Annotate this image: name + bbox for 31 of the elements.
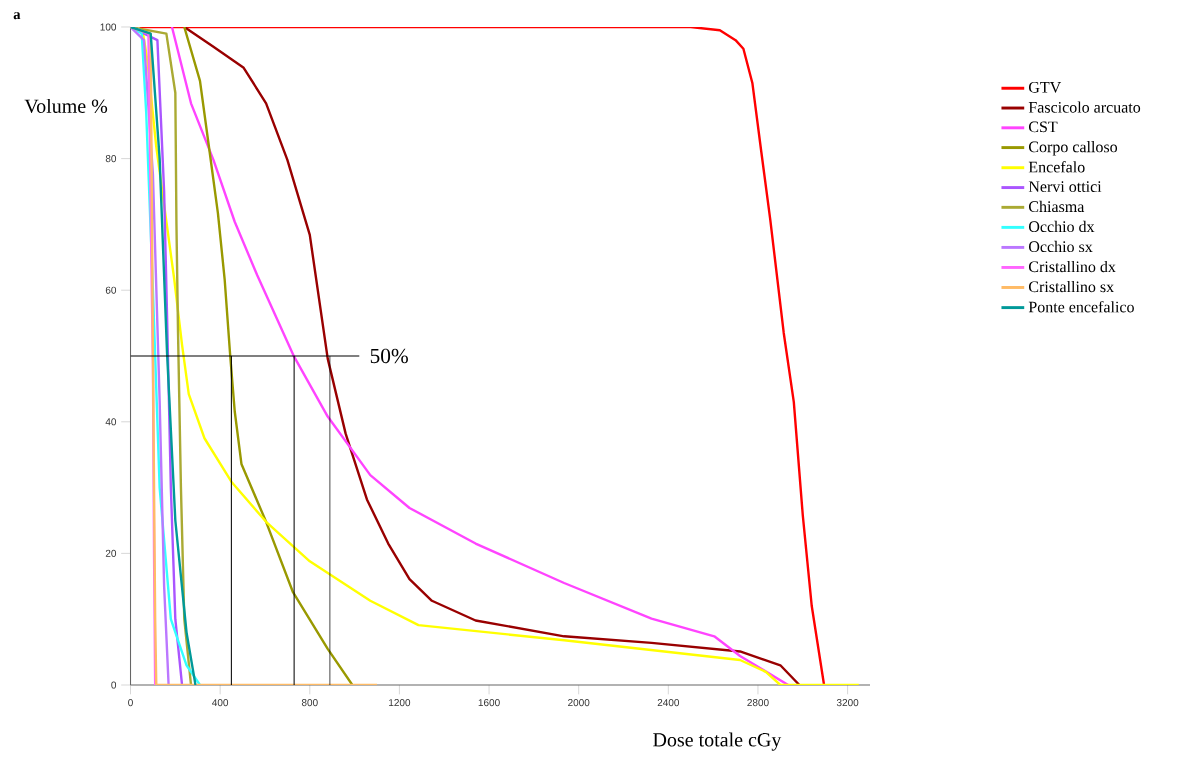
- chart-title: a: [13, 12, 21, 20]
- y-tick-label: 0: [111, 681, 117, 689]
- legend-label: Occhio dx: [1029, 220, 1095, 233]
- x-tick-label: 2800: [747, 699, 769, 707]
- legend-label: Nervi ottici: [1028, 181, 1102, 193]
- legend-label: Ponte encefalico: [1028, 300, 1134, 313]
- x-tick-label: 1600: [478, 699, 500, 707]
- legend-label: Cristallino sx: [1029, 280, 1114, 293]
- legend-label: CST: [1029, 121, 1058, 133]
- y-tick-label: 60: [105, 286, 117, 294]
- legend-label: Cristallino dx: [1029, 260, 1116, 273]
- legend-label: Fascicolo arcuato: [1028, 101, 1141, 113]
- legend-label: Encefalo: [1028, 161, 1085, 173]
- y-tick-label: 100: [100, 23, 117, 31]
- y-axis-title: Volume %: [24, 98, 108, 114]
- legend-label: Corpo calloso: [1029, 141, 1118, 156]
- legend-label: Occhio sx: [1029, 240, 1093, 253]
- y-tick-label: 20: [105, 549, 117, 557]
- x-tick-label: 1200: [389, 699, 411, 707]
- x-tick-label: 2400: [657, 699, 680, 707]
- x-tick-label: 2000: [568, 699, 590, 707]
- legend-label: GTV: [1029, 81, 1062, 93]
- x-tick-label: 800: [301, 699, 318, 707]
- legend-label: Chiasma: [1029, 200, 1085, 213]
- y-tick-label: 80: [105, 155, 117, 163]
- x-tick-label: 3200: [836, 699, 859, 707]
- x-tick-label: 0: [128, 699, 133, 707]
- x-tick-label: 400: [212, 699, 229, 707]
- ref-line-label: 50%: [370, 348, 408, 364]
- y-tick-label: 40: [105, 418, 117, 426]
- x-axis-title: Dose totale cGy: [653, 732, 782, 751]
